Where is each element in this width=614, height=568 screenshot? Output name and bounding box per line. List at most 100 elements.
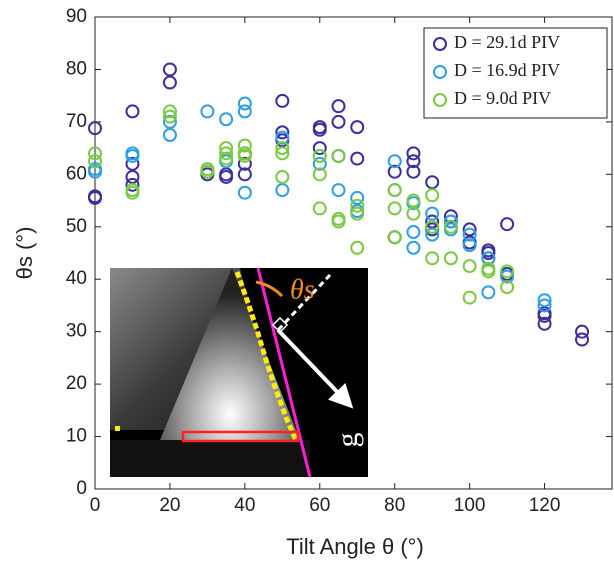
point: [219, 112, 234, 127]
x-axis-label: Tilt Angle θ (°): [286, 534, 424, 559]
y-tick-label: 40: [66, 268, 87, 289]
point: [443, 209, 458, 224]
point: [125, 104, 140, 119]
y-tick-label: 30: [66, 321, 87, 342]
point: [462, 290, 477, 305]
point: [443, 214, 458, 229]
point: [237, 185, 252, 200]
point: [575, 324, 590, 339]
point: [125, 156, 140, 171]
point: [425, 227, 440, 242]
point: [219, 141, 234, 156]
point: [443, 251, 458, 266]
legend-label: D = 9.0d PIV: [454, 88, 551, 108]
point: [500, 280, 515, 295]
point: [331, 148, 346, 163]
point: [237, 104, 252, 119]
point: [387, 230, 402, 245]
point: [275, 93, 290, 108]
point: [350, 206, 365, 221]
point: [406, 206, 421, 221]
point: [312, 167, 327, 182]
point: [331, 183, 346, 198]
point: [406, 240, 421, 255]
legend-box: [423, 27, 608, 119]
point: [200, 164, 215, 179]
point: [462, 227, 477, 242]
point: [275, 169, 290, 184]
point: [425, 251, 440, 266]
y-tick-label: 0: [76, 478, 87, 499]
point: [275, 141, 290, 156]
point: [425, 214, 440, 229]
point: [462, 222, 477, 237]
legend-marker: [433, 65, 447, 79]
point: [88, 154, 102, 169]
point: [537, 293, 552, 308]
point: [387, 164, 402, 179]
point: [387, 154, 402, 169]
point: [481, 285, 496, 300]
y-tick-label: 50: [66, 216, 87, 237]
point: [312, 156, 327, 171]
point: [350, 198, 365, 213]
point: [425, 188, 440, 203]
point: [162, 104, 177, 119]
point: [350, 120, 365, 135]
point: [406, 225, 421, 240]
point: [219, 151, 234, 166]
point: [200, 104, 215, 119]
point: [425, 219, 440, 234]
point: [481, 246, 496, 260]
y-tick-label: 80: [66, 58, 87, 79]
point: [406, 146, 421, 161]
point: [219, 167, 234, 182]
point: [219, 146, 234, 161]
point: [350, 240, 365, 255]
legend-label: D = 29.1d PIV: [454, 32, 560, 52]
point: [88, 146, 102, 161]
point: [500, 217, 515, 232]
point: [425, 206, 440, 221]
point: [331, 99, 346, 114]
point: [162, 75, 177, 90]
point: [275, 183, 290, 198]
point: [406, 193, 421, 208]
inset-gravity-label: g: [331, 433, 364, 448]
point: [237, 138, 252, 153]
y-tick-label: 60: [66, 163, 87, 184]
x-tick-label: 0: [90, 495, 101, 516]
point: [443, 219, 458, 234]
inset-angle-label: θs: [290, 274, 315, 305]
legend-label: D = 16.9d PIV: [454, 60, 560, 80]
plot-frame: [94, 16, 613, 490]
point: [162, 62, 177, 77]
y-tick-label: 70: [66, 111, 87, 132]
point: [275, 146, 290, 161]
point: [125, 148, 140, 163]
point: [125, 177, 140, 192]
point: [331, 114, 346, 129]
x-tick-label: 120: [529, 495, 561, 516]
point: [88, 164, 102, 179]
inset-image: θs g: [110, 267, 368, 478]
y-tick-label: 10: [66, 426, 87, 447]
point: [88, 121, 102, 136]
point: [275, 125, 290, 140]
point: [500, 264, 515, 279]
point: [162, 109, 177, 124]
point: [275, 130, 290, 145]
y-axis-label: θs (°): [12, 227, 37, 280]
point: [462, 238, 477, 253]
point: [312, 148, 327, 163]
point: [162, 128, 177, 142]
point: [537, 316, 552, 331]
point: [406, 154, 421, 169]
legend-marker: [433, 93, 447, 107]
point: [481, 251, 496, 266]
point: [387, 183, 402, 198]
point: [237, 167, 252, 182]
point: [312, 201, 327, 216]
point: [350, 151, 365, 166]
point: [237, 148, 252, 163]
